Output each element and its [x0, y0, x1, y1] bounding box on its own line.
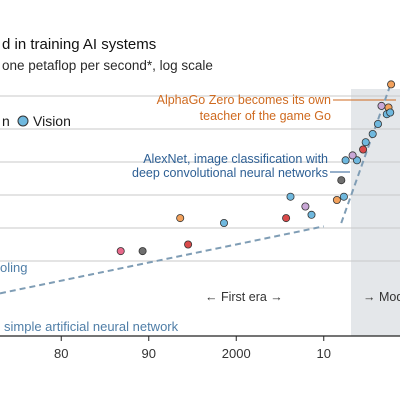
legend-label-vision: Vision — [33, 113, 71, 129]
data-point — [337, 176, 346, 185]
trend-label-scaling: oling — [0, 260, 27, 275]
data-point — [377, 101, 386, 110]
data-point — [282, 214, 291, 223]
legend-label-language: n — [2, 113, 10, 129]
data-point — [138, 247, 147, 256]
legend-marker-vision — [17, 115, 29, 127]
data-point — [339, 192, 348, 201]
era-label-first: ← First era → — [205, 290, 283, 304]
data-point — [301, 202, 310, 211]
data-point — [348, 151, 357, 160]
data-point — [361, 138, 370, 147]
x-tick-label: 90 — [142, 346, 156, 361]
grid — [0, 95, 400, 262]
data-point — [307, 210, 316, 219]
trend-line — [0, 225, 324, 295]
trend-lines — [0, 87, 391, 295]
alexnet-annotation-line-1: AlexNet, image classification with — [143, 152, 328, 166]
chart-title: d in training AI systems — [2, 36, 156, 53]
data-point — [176, 214, 185, 223]
x-tick-label: 80 — [54, 346, 68, 361]
trend-line — [340, 87, 391, 224]
data-point — [368, 129, 377, 138]
data-point — [386, 108, 395, 117]
chart-subtitle: one petaflop per second*, log scale — [2, 58, 213, 73]
alphago-annotation-line-2: teacher of the game Go — [200, 109, 331, 123]
data-points — [116, 80, 396, 256]
trend-label-neural-network: simple artificial neural network — [4, 319, 179, 334]
data-point — [387, 80, 396, 89]
data-point — [116, 247, 125, 256]
data-point — [341, 156, 350, 165]
alexnet-annotation-line-2: deep convolutional neural networks — [132, 166, 328, 180]
data-point — [184, 240, 193, 249]
data-point — [359, 145, 368, 154]
data-point — [286, 192, 295, 201]
data-point — [352, 156, 361, 165]
era-shade — [351, 89, 400, 336]
data-point — [332, 195, 341, 204]
era-label-modern: → Mod — [363, 290, 400, 304]
data-point — [373, 120, 382, 129]
data-point — [219, 218, 228, 227]
x-ticks: 80 90 2000 10 — [54, 336, 331, 361]
x-tick-label: 2000 — [222, 346, 251, 361]
x-tick-label: 10 — [317, 346, 331, 361]
alphago-annotation-line-1: AlphaGo Zero becomes its own — [157, 93, 331, 107]
